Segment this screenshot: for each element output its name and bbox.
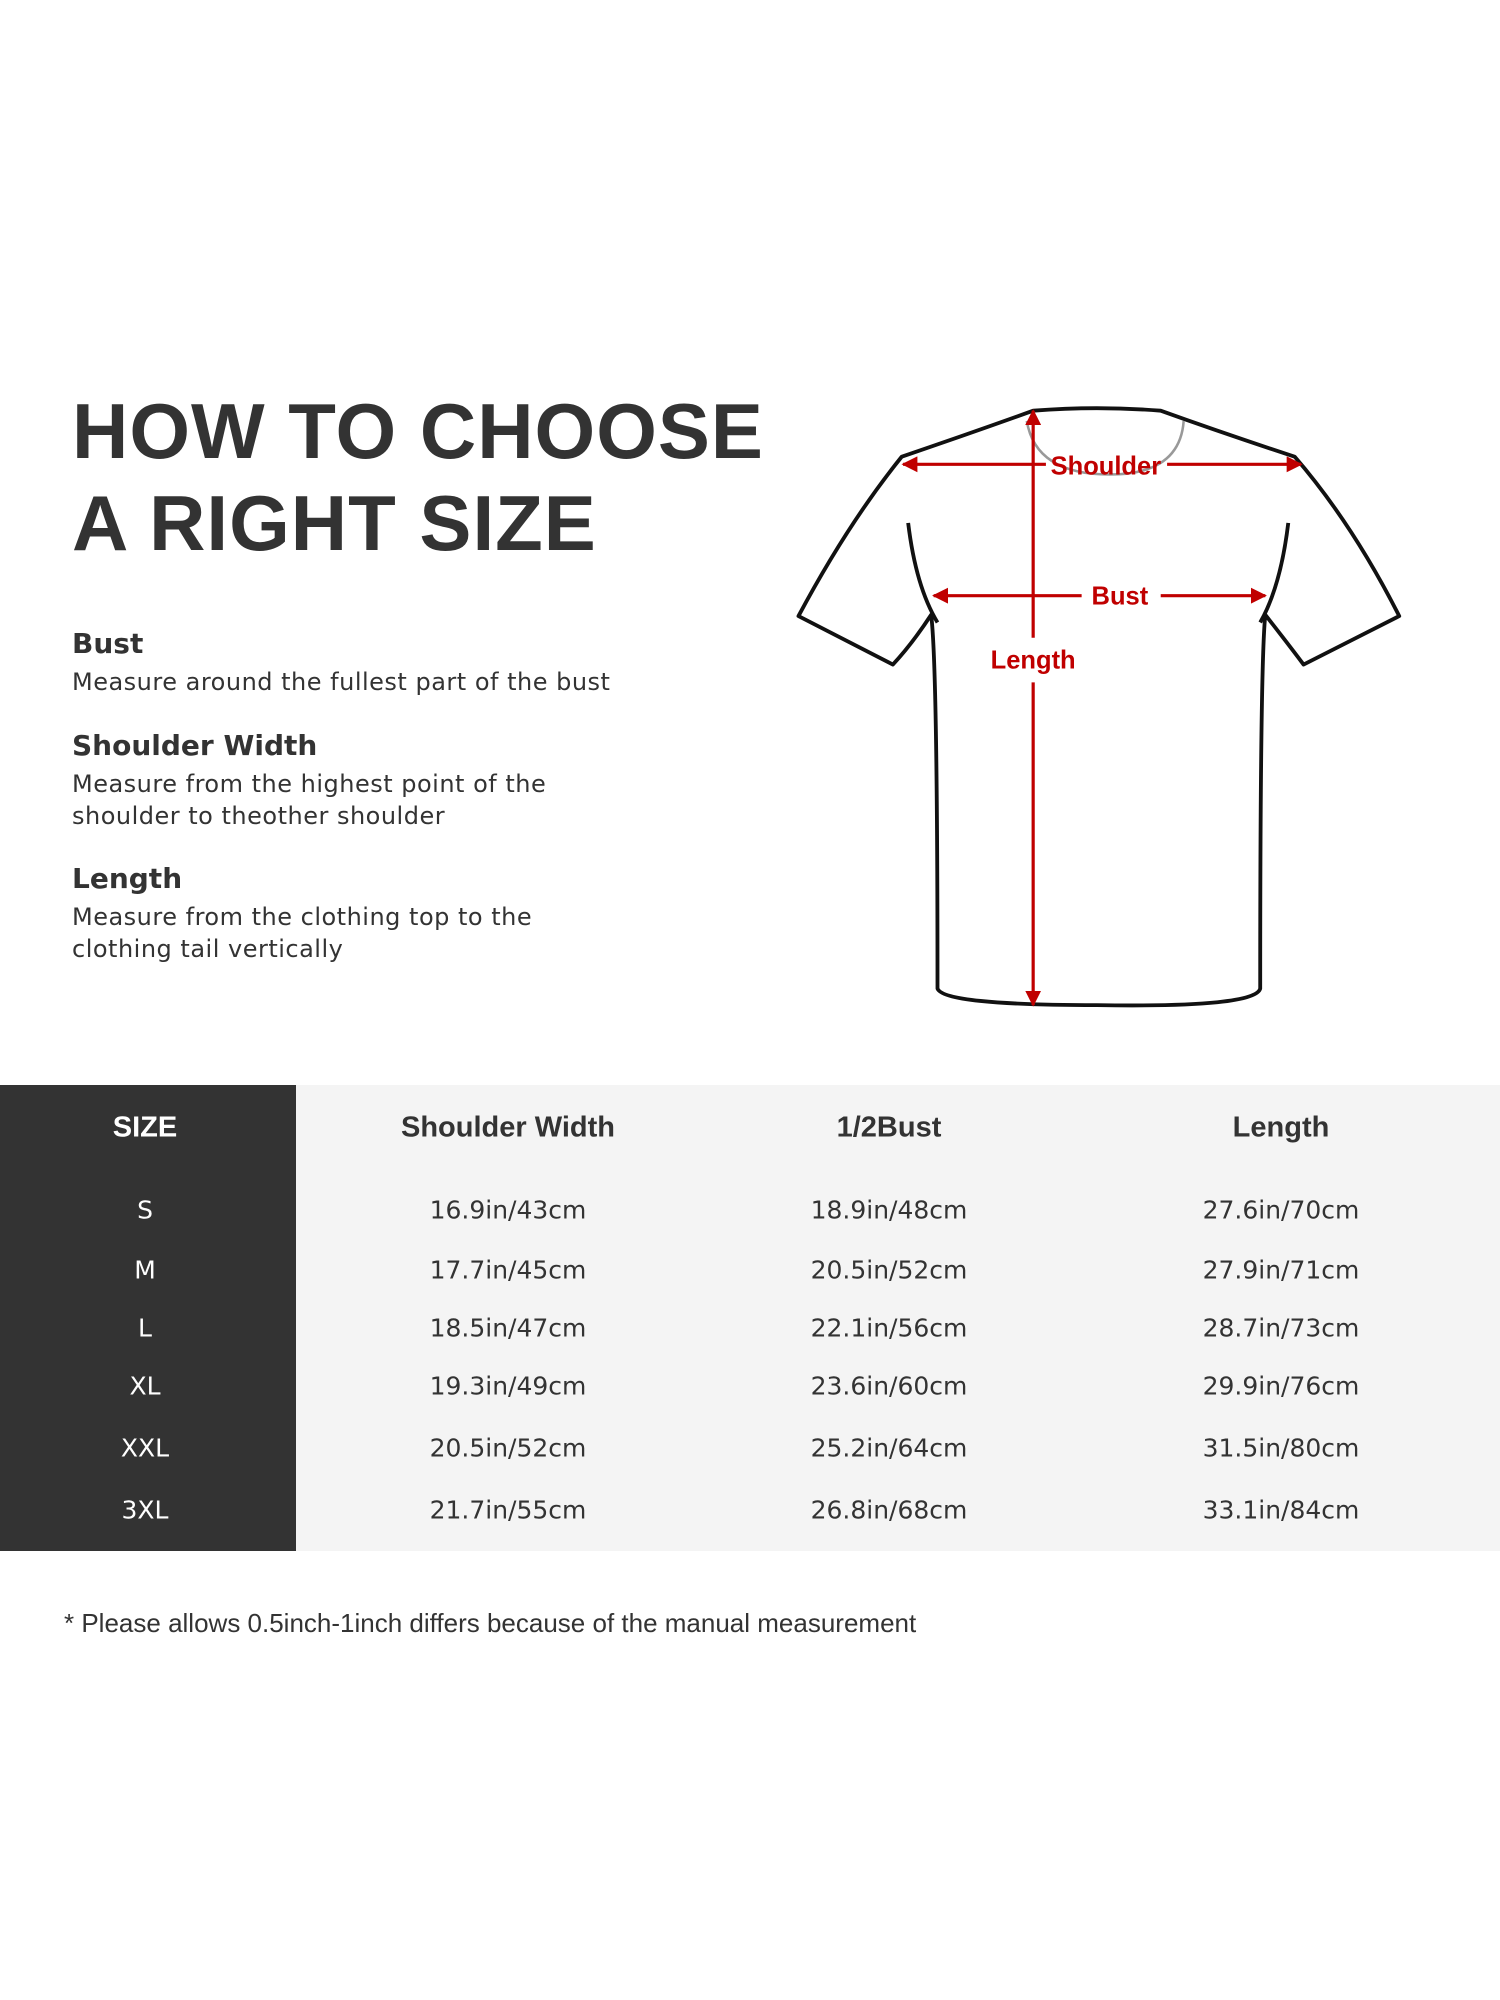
table-cell: 18.9in/48cm — [810, 1195, 968, 1225]
guide-length: Length Measure from the clothing top to … — [72, 861, 532, 965]
table-cell: 21.7in/55cm — [429, 1495, 587, 1525]
table-cell: 31.5in/80cm — [1202, 1433, 1360, 1463]
table-cell: 22.1in/56cm — [810, 1313, 968, 1343]
size-label: XL — [129, 1371, 161, 1401]
page-title: HOW TO CHOOSE A RIGHT SIZE — [72, 385, 764, 569]
table-cell: 19.3in/49cm — [429, 1371, 587, 1401]
neckline — [1025, 420, 1185, 476]
footnote: * Please allows 0.5inch-1inch differs be… — [64, 1608, 917, 1638]
table-cell: 17.7in/45cm — [429, 1255, 587, 1285]
size-label: L — [138, 1313, 152, 1343]
tshirt-outline — [796, 406, 1402, 1008]
table-cell: 26.8in/68cm — [810, 1495, 968, 1525]
table-cell: 27.9in/71cm — [1202, 1255, 1360, 1285]
size-label: XXL — [120, 1433, 170, 1463]
guide-heading: Length — [72, 862, 183, 895]
column-header: 1/2Bust — [836, 1111, 942, 1144]
guide-description: Measure from the clothing top to the clot… — [72, 903, 533, 963]
table-cell: 20.5in/52cm — [810, 1255, 968, 1285]
size-column: SIZE S M L XL XXL 3XL — [0, 1085, 296, 1551]
table-cell: 20.5in/52cm — [429, 1433, 587, 1463]
length-label: Length — [991, 646, 1076, 674]
size-label: S — [137, 1195, 153, 1225]
guide-heading: Bust — [72, 627, 144, 660]
guide-shoulder-width: Shoulder Width Measure from the highest … — [72, 728, 546, 832]
table-cell: 23.6in/60cm — [810, 1371, 968, 1401]
shoulder-label: Shoulder — [1051, 452, 1162, 480]
table-cell: 27.6in/70cm — [1202, 1195, 1360, 1225]
table-cell: 18.5in/47cm — [429, 1313, 587, 1343]
title-line-2: A RIGHT SIZE — [72, 479, 597, 567]
size-table: SIZE S M L XL XXL 3XL Shoulder Width 1/2Bust Len… — [0, 1085, 1500, 1551]
size-header: SIZE — [112, 1111, 178, 1144]
size-label: 3XL — [121, 1495, 169, 1525]
size-label: M — [134, 1255, 156, 1285]
guide-description: Measure around the fullest part of the b… — [72, 668, 611, 696]
table-cell: 16.9in/43cm — [429, 1195, 587, 1225]
guide-heading: Shoulder Width — [72, 729, 318, 762]
bust-label: Bust — [1092, 583, 1149, 611]
table-cell: 33.1in/84cm — [1202, 1495, 1360, 1525]
column-header: Shoulder Width — [401, 1111, 615, 1144]
guide-bust: Bust Measure around the fullest part of … — [72, 626, 610, 698]
table-cell: 29.9in/76cm — [1202, 1371, 1360, 1401]
table-cell: 28.7in/73cm — [1202, 1313, 1360, 1343]
guide-description: Measure from the highest point of the sho… — [72, 770, 547, 830]
title-line-1: HOW TO CHOOSE — [72, 387, 764, 475]
column-header: Length — [1232, 1111, 1330, 1144]
table-cell: 25.2in/64cm — [810, 1433, 968, 1463]
